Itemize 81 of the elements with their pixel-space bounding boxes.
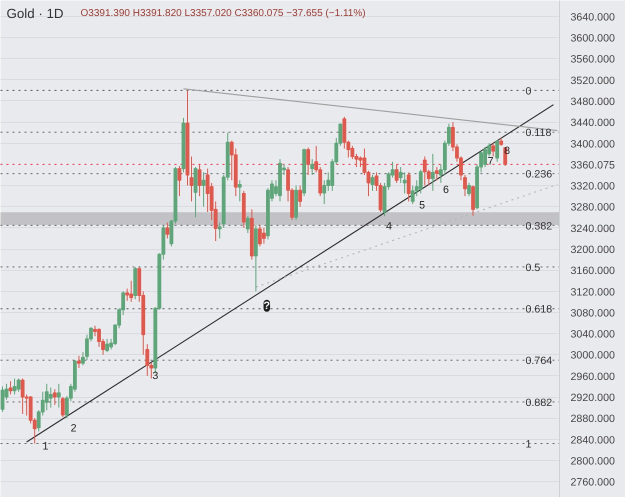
candlestick (370, 174, 374, 192)
annotation: 8 (504, 144, 510, 157)
annotation: 0.882 (526, 396, 552, 409)
annotation: 0.236 (526, 168, 552, 181)
y-tick-label: 2920.000 (570, 392, 616, 404)
y-tick-label: 3080.000 (570, 307, 616, 320)
candlestick (471, 185, 475, 216)
candlestick (52, 388, 57, 406)
candlestick (322, 180, 326, 205)
y-tick-label: 3120.000 (570, 286, 616, 298)
y-tick-label: 3440.000 (570, 117, 616, 130)
candlestick (20, 378, 25, 414)
candlestick (194, 166, 198, 218)
candlestick (16, 378, 21, 392)
candlestick (44, 383, 49, 411)
candlestick (298, 185, 302, 208)
annotation: 3 (152, 370, 158, 382)
candlestick (56, 383, 61, 408)
y-tick-label: 3160.000 (570, 265, 616, 278)
annotation: 1 (526, 438, 532, 451)
annotation: 0.764 (526, 355, 552, 368)
y-tick-label: 3040.000 (570, 328, 616, 341)
y-tick-label: 3000.000 (570, 350, 616, 362)
candlestick (198, 164, 202, 197)
candlestick (434, 166, 439, 181)
candlestick (406, 172, 411, 202)
y-tick-label: 3640.000 (570, 11, 616, 24)
y-tick-label: 3560.000 (570, 54, 616, 66)
y-tick-label: 2840.000 (570, 434, 616, 446)
annotation: 1 (42, 440, 49, 452)
candlestick (8, 380, 12, 395)
candlestick (48, 387, 53, 408)
annotation: 5 (419, 199, 426, 212)
annotation: 0 (526, 85, 532, 98)
y-tick-label: 3400.000 (570, 138, 616, 150)
y-tick-label: 3600.000 (570, 32, 616, 45)
candlestick (165, 222, 170, 239)
candlestick (422, 156, 427, 186)
candlestick (60, 396, 65, 418)
candlestick (202, 172, 206, 208)
candlestick (129, 280, 134, 302)
candlestick (310, 158, 314, 176)
candlestick (491, 142, 496, 157)
candlestick (12, 378, 16, 395)
candlestick (495, 140, 500, 162)
y-tick-label: 3200.000 (570, 244, 616, 256)
candlestick (467, 182, 471, 197)
candlestick (178, 165, 182, 197)
candlestick (105, 338, 109, 353)
candlestick (430, 153, 435, 192)
candlestick (258, 224, 262, 247)
annotation: 0.382 (526, 220, 552, 232)
ref-line-label: 3360.075 (570, 159, 616, 172)
annotation: 7 (488, 155, 494, 168)
y-tick-label: 2760.000 (570, 476, 616, 489)
annotation: 0.5 (526, 262, 540, 274)
annotation: 0.618 (526, 304, 552, 316)
candlestick (394, 164, 399, 184)
y-tick-label: 2880.000 (570, 413, 616, 426)
candlestick (418, 169, 423, 194)
y-tick-label: 3280.000 (570, 202, 616, 214)
y-tick-label: 2960.000 (570, 370, 616, 383)
y-tick-label: 3240.000 (570, 222, 616, 235)
annotation: 6 (443, 184, 450, 196)
candlestick (246, 216, 250, 234)
candlestick (238, 180, 242, 202)
candlestick (0, 386, 4, 412)
annotation: ? (264, 300, 270, 312)
annotation: 0.118 (526, 127, 552, 140)
y-tick-label: 3480.000 (570, 96, 616, 108)
y-tick-label: 3320.000 (570, 180, 616, 193)
y-tick-label: 2800.000 (570, 455, 616, 468)
chart-title: Gold · 1D (6, 6, 64, 21)
annotation: 4 (386, 220, 392, 233)
y-tick-label: 3520.000 (570, 74, 616, 87)
candlestick (306, 146, 310, 176)
candlestick (402, 172, 407, 194)
candlestick (77, 355, 81, 368)
candlestick (262, 227, 266, 244)
text: O3391.390 H3391.820 L3357.020 C3360.075 −37.655 (−1.11%) (80, 8, 366, 19)
annotation: 2 (70, 422, 77, 434)
